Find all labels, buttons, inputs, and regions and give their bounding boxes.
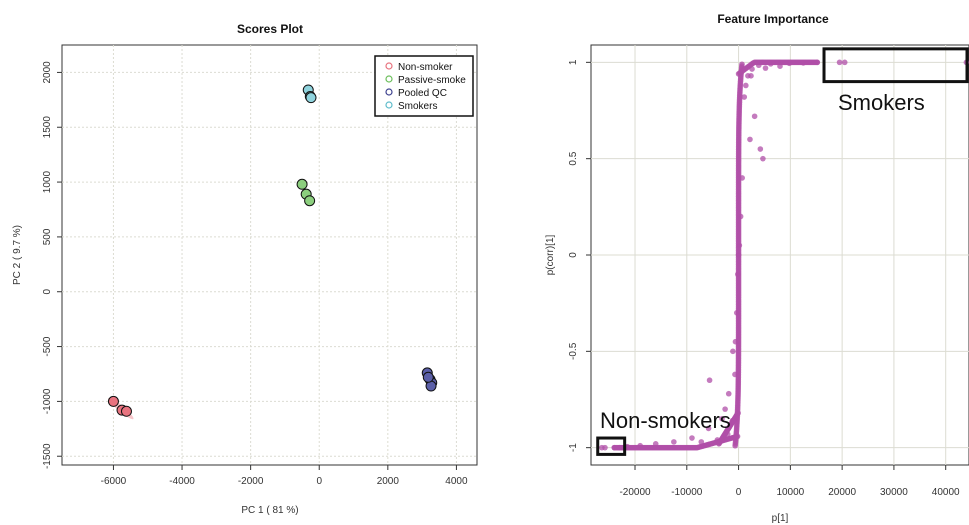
feature-xtick-label: 30000 — [880, 487, 908, 498]
feature-xtick-label: 20000 — [828, 487, 856, 498]
feature-point — [739, 61, 745, 68]
scores-ytick-label: 1000 — [42, 171, 53, 194]
feature-point — [841, 59, 848, 66]
point-passive-smoke — [296, 178, 308, 190]
feature-ytick-label: 0 — [568, 252, 579, 258]
smokers-annotation-label: Smokers — [838, 90, 925, 115]
feature-point — [757, 146, 764, 152]
point-non-smoker — [107, 395, 119, 407]
scores-xtick-label: 4000 — [445, 476, 468, 487]
scores-plot: Scores Plot -6000 -4000 -2000 0 2000 4000 -150… — [12, 22, 478, 516]
scores-ylabel: PC 2 ( 9.7 %) — [12, 225, 23, 285]
legend-label-smokers: Smokers — [398, 101, 437, 112]
feature-point — [689, 435, 695, 441]
scores-legend: Non-smoker Passive-smoke Pooled QC Smoke… — [374, 55, 474, 117]
feature-xtick-label: 10000 — [776, 487, 804, 498]
feature-ytick-label: -0.5 — [568, 342, 579, 360]
scores-xtick-label: -2000 — [238, 476, 264, 487]
point-smokers — [305, 92, 317, 104]
feature-point — [760, 155, 766, 162]
feature-ytick-label: 1 — [568, 59, 579, 65]
legend-label-passive-smoke: Passive-smoke — [398, 75, 466, 86]
scores-plot-title: Scores Plot — [237, 22, 303, 36]
feature-point — [743, 82, 749, 89]
scores-grid — [62, 45, 477, 465]
feature-annotations: Smokers Non-smokers — [596, 47, 969, 456]
legend-marker-pooled-qc — [385, 88, 393, 96]
feature-xtick-label: -20000 — [619, 487, 651, 498]
feature-point — [671, 439, 677, 445]
feature-point — [705, 425, 712, 432]
feature-point — [735, 410, 741, 416]
scores-xtick-label: -4000 — [169, 476, 195, 487]
legend-label-pooled-qc: Pooled QC — [398, 88, 447, 99]
feature-point — [748, 73, 754, 79]
scores-ytick-label: -1500 — [42, 443, 53, 469]
feature-point — [719, 415, 725, 422]
smokers-annotation-box — [822, 47, 969, 84]
legend-marker-smokers — [385, 101, 393, 109]
feature-ytick-label: -1 — [568, 443, 579, 452]
feature-xlabel: p[1] — [772, 513, 789, 524]
scores-ytick-label: 2000 — [42, 61, 53, 84]
scores-points — [107, 84, 438, 417]
scores-ytick-label: 0 — [42, 289, 53, 295]
legend-label-non-smoker: Non-smoker — [398, 62, 453, 73]
feature-point — [741, 94, 748, 100]
feature-xtick-label: -10000 — [671, 487, 703, 498]
feature-ylabel: p(corr)[1] — [545, 234, 556, 275]
feature-point — [599, 444, 605, 451]
feature-ticks: -20000 -10000 0 10000 20000 30000 40000 -1 -0.5 0… — [568, 59, 960, 498]
scores-ytick-label: -500 — [42, 336, 53, 356]
point-pooled-qc — [422, 371, 434, 383]
legend-marker-non-smoker — [385, 62, 393, 70]
feature-point — [734, 433, 741, 440]
scores-xlabel: PC 1 ( 81 %) — [241, 505, 298, 516]
point-non-smoker — [120, 405, 132, 417]
scores-ytick-label: -1000 — [42, 388, 53, 414]
scores-xtick-label: 2000 — [377, 476, 400, 487]
point-passive-smoke — [304, 195, 316, 207]
feature-ytick-label: 0.5 — [568, 151, 579, 165]
feature-point — [730, 348, 736, 355]
feature-xtick-label: 40000 — [932, 487, 960, 498]
feature-point — [751, 113, 758, 120]
scores-xtick-label: -6000 — [101, 476, 127, 487]
non-smokers-annotation-label: Non-smokers — [600, 408, 731, 433]
feature-point — [762, 65, 769, 71]
non-smokers-annotation-box — [596, 436, 627, 456]
feature-point — [814, 59, 820, 66]
feature-point — [836, 59, 843, 66]
legend-marker-passive-smoke — [385, 75, 393, 83]
feature-xtick-label: 0 — [736, 487, 742, 498]
feature-point — [722, 406, 728, 412]
feature-point — [706, 377, 713, 384]
scores-ticks: -6000 -4000 -2000 0 2000 4000 -1500 -1000 -500 0 5… — [42, 61, 468, 487]
feature-point — [725, 390, 732, 397]
feature-importance-plot: Feature Importance -20000 -10000 0 10000 200… — [545, 12, 969, 524]
scores-xtick-label: 0 — [316, 476, 322, 487]
feature-points — [599, 59, 969, 451]
feature-plot-title: Feature Importance — [717, 12, 829, 26]
scores-ytick-label: 1500 — [42, 116, 53, 139]
scores-ytick-label: 500 — [42, 228, 53, 245]
feature-point — [747, 136, 753, 143]
